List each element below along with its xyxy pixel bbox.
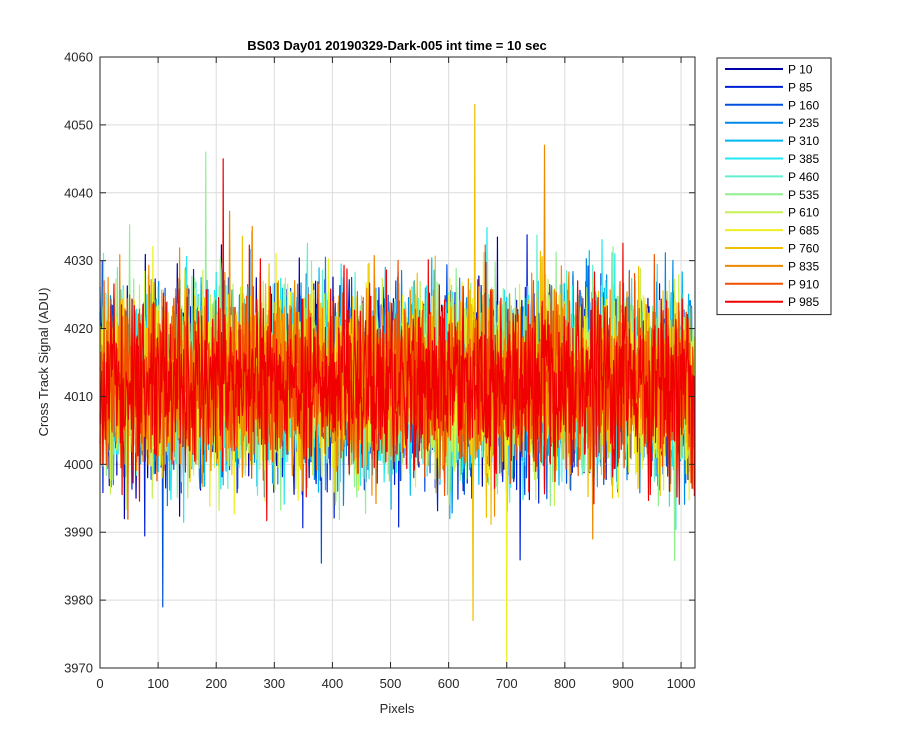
legend-box bbox=[716, 57, 832, 316]
series-line-p985 bbox=[99, 158, 696, 522]
chart-title: BS03 Day01 20190329-Dark-005 int time = … bbox=[247, 38, 547, 53]
x-tick-label: 400 bbox=[322, 676, 344, 691]
y-axis-label: Cross Track Signal (ADU) bbox=[36, 288, 51, 437]
series-lines bbox=[99, 103, 696, 662]
x-tick-label: 500 bbox=[380, 676, 402, 691]
y-axis: 3970 3980 3990 4000 4010 4020 4030 4040 4050 4060 bbox=[64, 50, 695, 676]
legend-label: P 535 bbox=[788, 188, 819, 202]
x-axis-label: Pixels bbox=[380, 701, 415, 716]
x-tick-label: 0 bbox=[96, 676, 103, 691]
y-tick-label: 4010 bbox=[64, 389, 93, 404]
legend-label: P 610 bbox=[788, 206, 819, 220]
y-tick-label: 3990 bbox=[64, 525, 93, 540]
legend-label: P 835 bbox=[788, 259, 819, 273]
x-tick-label: 900 bbox=[612, 676, 634, 691]
x-tick-label: 1000 bbox=[667, 676, 696, 691]
legend-label: P 85 bbox=[788, 80, 813, 94]
legend-label: P 310 bbox=[788, 134, 819, 148]
legend-label: P 685 bbox=[788, 224, 819, 238]
x-tick-label: 800 bbox=[554, 676, 576, 691]
x-tick-label: 600 bbox=[438, 676, 460, 691]
y-tick-label: 4060 bbox=[64, 50, 93, 65]
x-axis: 0 100 200 300 400 500 600 700 800 900 1000 bbox=[96, 57, 696, 691]
legend: P 10 P 85 P 160 P 235 P 310 P 385 P 460 P 535 P … bbox=[716, 57, 832, 316]
x-tick-label: 300 bbox=[263, 676, 285, 691]
plot-frame bbox=[99, 56, 696, 669]
legend-label: P 985 bbox=[788, 295, 819, 309]
y-tick-label: 4030 bbox=[64, 253, 93, 268]
legend-label: P 760 bbox=[788, 242, 819, 256]
x-tick-label: 700 bbox=[496, 676, 518, 691]
legend-label: P 385 bbox=[788, 152, 819, 166]
legend-label: P 910 bbox=[788, 277, 819, 291]
legend-label: P 10 bbox=[788, 63, 813, 77]
legend-label: P 160 bbox=[788, 98, 819, 112]
y-tick-label: 4040 bbox=[64, 185, 93, 200]
x-tick-label: 100 bbox=[147, 676, 169, 691]
y-tick-label: 4000 bbox=[64, 457, 93, 472]
x-tick-label: 200 bbox=[205, 676, 227, 691]
y-tick-label: 3970 bbox=[64, 661, 93, 676]
legend-label: P 460 bbox=[788, 170, 819, 184]
y-tick-label: 4020 bbox=[64, 321, 93, 336]
y-tick-label: 3980 bbox=[64, 593, 93, 608]
legend-label: P 235 bbox=[788, 116, 819, 130]
y-tick-label: 4050 bbox=[64, 117, 93, 132]
